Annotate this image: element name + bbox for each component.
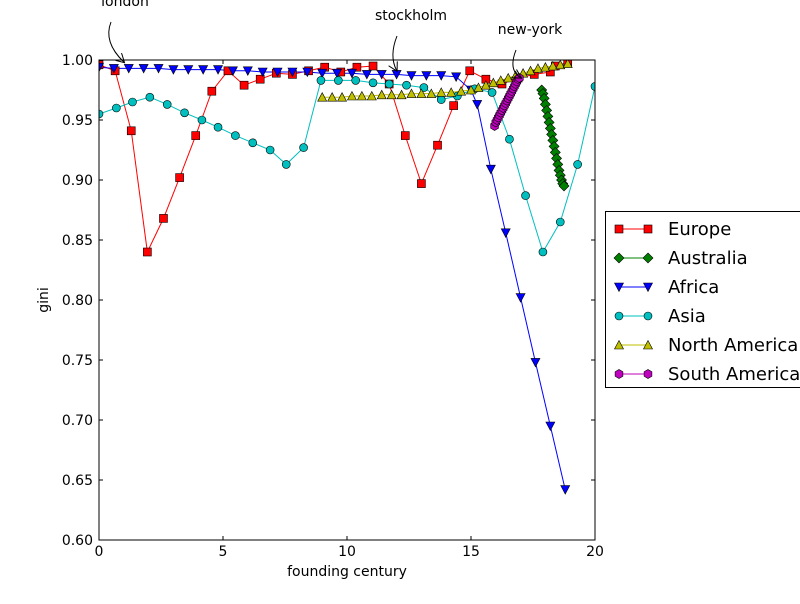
data-point-asia	[112, 104, 120, 112]
series-line-asia	[99, 80, 595, 252]
data-point-europe	[176, 174, 184, 182]
y-tick-label: 0.65	[62, 473, 93, 489]
y-tick-label: 0.80	[62, 293, 93, 309]
y-tick-label: 0.85	[62, 233, 93, 249]
x-axis-label: founding century	[287, 564, 407, 580]
data-point-asia	[574, 160, 582, 168]
annotation-label: new-york	[498, 22, 563, 38]
data-point-asia	[266, 146, 274, 154]
legend-marker-asia	[644, 312, 652, 320]
data-point-europe	[143, 248, 151, 256]
data-point-europe	[450, 102, 458, 110]
series-line-europe	[99, 62, 568, 252]
data-point-asia	[369, 79, 377, 87]
data-point-asia	[198, 116, 206, 124]
data-point-europe	[434, 141, 442, 149]
y-tick-label: 1.00	[62, 53, 93, 69]
x-tick-label: 15	[462, 544, 480, 560]
data-point-asia	[334, 76, 342, 84]
data-point-europe	[192, 132, 200, 140]
data-point-asia	[539, 248, 547, 256]
data-point-africa	[473, 100, 482, 109]
y-tick-label: 0.75	[62, 353, 93, 369]
legend-label-australia: Australia	[668, 248, 748, 269]
data-point-europe	[417, 180, 425, 188]
data-point-europe	[401, 132, 409, 140]
y-tick-label: 0.60	[62, 533, 93, 549]
data-point-asia	[128, 98, 136, 106]
annotation-arrow	[393, 36, 397, 70]
data-point-africa	[531, 358, 540, 367]
data-point-asia	[300, 144, 308, 152]
data-point-africa	[501, 229, 510, 238]
data-point-europe	[240, 81, 248, 89]
data-point-europe	[208, 87, 216, 95]
data-point-asia	[385, 80, 393, 88]
data-point-asia	[437, 96, 445, 104]
data-point-asia	[146, 93, 154, 101]
data-point-asia	[505, 135, 513, 143]
data-point-asia	[556, 218, 564, 226]
data-point-asia	[163, 100, 171, 108]
data-point-asia	[317, 76, 325, 84]
legend-label-europe: Europe	[668, 219, 731, 240]
annotation-arrow	[109, 22, 124, 62]
data-point-europe	[127, 127, 135, 135]
data-point-asia	[181, 109, 189, 117]
data-point-africa	[561, 486, 570, 495]
data-point-africa	[516, 294, 525, 303]
data-point-asia	[403, 81, 411, 89]
legend-marker-asia	[615, 312, 623, 320]
legend-label-africa: Africa	[668, 277, 719, 298]
data-point-asia	[249, 139, 257, 147]
data-point-asia	[352, 76, 360, 84]
data-point-europe	[159, 214, 167, 222]
data-point-africa	[546, 422, 555, 431]
legend-label-north-america: North America	[668, 335, 798, 356]
series-line-africa	[99, 67, 565, 489]
annotation-label: stockholm	[375, 8, 447, 24]
x-tick-label: 10	[338, 544, 356, 560]
y-tick-label: 0.70	[62, 413, 93, 429]
data-point-asia	[231, 132, 239, 140]
annotation-label: london	[101, 0, 149, 10]
x-tick-label: 20	[586, 544, 604, 560]
legend-marker-south-america	[644, 370, 652, 379]
y-tick-label: 0.95	[62, 113, 93, 129]
legend-marker-south-america	[615, 370, 623, 379]
legend: Europe Australia Africa Asia North America So…	[606, 212, 800, 388]
data-point-asia	[522, 192, 530, 200]
y-axis-label: gini	[36, 287, 52, 313]
legend-marker-europe	[644, 225, 652, 233]
legend-label-asia: Asia	[668, 306, 706, 327]
plot-area	[95, 58, 600, 494]
data-point-europe	[466, 67, 474, 75]
data-point-africa	[486, 165, 495, 174]
x-tick-label: 0	[95, 544, 104, 560]
y-tick-label: 0.90	[62, 173, 93, 189]
legend-label-south-america: South America	[668, 364, 800, 385]
series-group	[95, 58, 600, 494]
data-point-north-america	[504, 74, 513, 83]
data-point-europe	[369, 62, 377, 70]
data-point-asia	[214, 123, 222, 131]
data-point-asia	[282, 160, 290, 168]
data-point-asia	[488, 88, 496, 96]
legend-marker-europe	[615, 225, 623, 233]
x-tick-label: 5	[219, 544, 228, 560]
